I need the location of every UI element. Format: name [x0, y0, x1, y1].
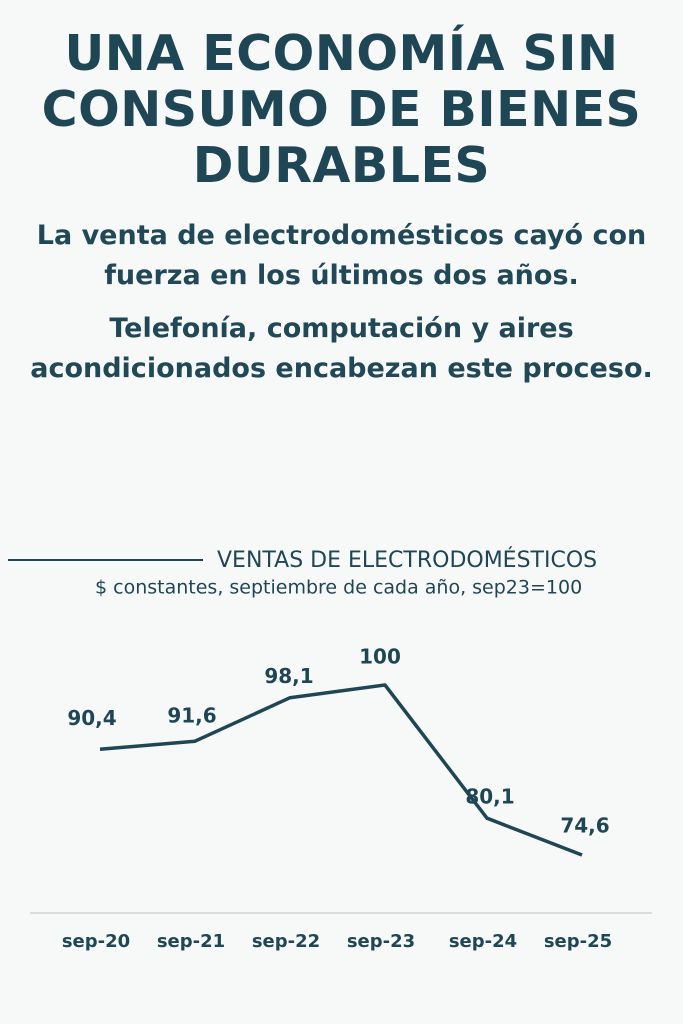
x-tick-label: sep-20 — [62, 931, 130, 952]
x-tick-label: sep-21 — [157, 931, 225, 952]
data-label: 98,1 — [264, 664, 313, 688]
x-tick-label: sep-24 — [449, 931, 517, 952]
subtitle-paragraph: Telefonía, computación y aires acondicio… — [30, 313, 653, 384]
data-label: 100 — [359, 645, 401, 669]
chart-title: VENTAS DE ELECTRODOMÉSTICOS — [217, 547, 597, 573]
x-tick-label: sep-22 — [252, 931, 320, 952]
x-tick-label: sep-25 — [544, 931, 612, 952]
subtitle-paragraph: La venta de electrodomésticos cayó con f… — [36, 220, 647, 291]
data-label: 74,6 — [560, 814, 609, 838]
data-line — [99, 683, 583, 857]
data-label: 90,4 — [67, 706, 116, 730]
data-label: 91,6 — [167, 704, 216, 728]
chart-subtitle: $ constantes, septiembre de cada año, se… — [95, 577, 582, 599]
headline: UNA ECONOMÍA SIN CONSUMO DE BIENES DURAB… — [41, 25, 642, 194]
x-tick-label: sep-23 — [347, 931, 415, 952]
data-label: 80,1 — [465, 785, 514, 809]
